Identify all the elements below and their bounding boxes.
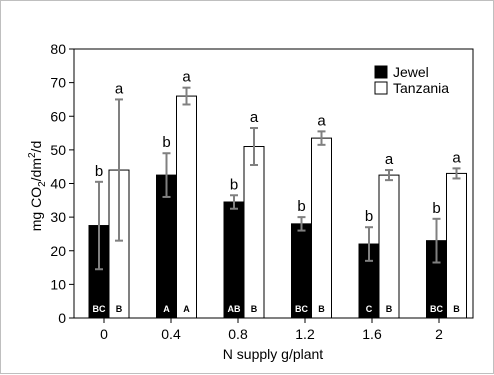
bar-tanzania bbox=[378, 174, 400, 319]
bar-tanzania bbox=[311, 137, 332, 319]
bar-jewel bbox=[223, 201, 245, 319]
legend-label-jewel: Jewel bbox=[393, 64, 429, 80]
legend-label-tanzania: Tanzania bbox=[393, 80, 449, 96]
y-tick-label: 10 bbox=[50, 276, 66, 292]
in-bar-letter: B bbox=[453, 304, 460, 314]
significance-letter: a bbox=[250, 109, 259, 126]
legend-swatch-jewel bbox=[374, 65, 388, 79]
bars: b BC b Ab AB b BC b Cb BC a Ba Aa Ba Ba Ba B bbox=[88, 69, 467, 319]
y-tick-label: 80 bbox=[50, 41, 66, 57]
bar-tanzania bbox=[446, 172, 467, 319]
significance-letter: b bbox=[95, 163, 103, 180]
y-tick-label: 20 bbox=[50, 243, 66, 259]
y-tick-label: 0 bbox=[58, 310, 66, 326]
in-bar-letter: A bbox=[183, 304, 190, 314]
in-bar-letter: A bbox=[163, 304, 170, 314]
y-tick-label: 50 bbox=[50, 142, 66, 158]
in-bar-letter: BC bbox=[295, 304, 308, 314]
significance-letter: a bbox=[115, 80, 124, 97]
x-tick-label: 1.2 bbox=[295, 326, 315, 342]
y-tick-label: 70 bbox=[50, 75, 66, 91]
significance-letter: a bbox=[317, 112, 326, 129]
x-tick-label: 0.4 bbox=[161, 326, 181, 342]
significance-letter: b bbox=[365, 208, 373, 225]
y-tick-label: 30 bbox=[50, 209, 66, 225]
in-bar-letter: BC bbox=[93, 304, 106, 314]
in-bar-letter: B bbox=[116, 304, 123, 314]
y-tick-label: 60 bbox=[50, 108, 66, 124]
significance-letter: a bbox=[182, 69, 191, 86]
significance-letter: a bbox=[385, 151, 394, 168]
in-bar-letter: C bbox=[366, 304, 373, 314]
in-bar-letter: BC bbox=[430, 304, 443, 314]
in-bar-letter: B bbox=[386, 304, 393, 314]
legend: Jewel Tanzania bbox=[374, 64, 449, 96]
x-tick-label: 2 bbox=[435, 326, 443, 342]
bar-tanzania bbox=[176, 95, 197, 319]
significance-letter: b bbox=[297, 198, 305, 215]
significance-letter: b bbox=[230, 176, 238, 193]
axes: 0 10 20 30 40 50 60 70 80 0 0.4 0.8 1.2 1.6 2 bbox=[50, 41, 474, 342]
significance-letter: a bbox=[452, 149, 461, 166]
x-tick-label: 0 bbox=[100, 326, 108, 342]
in-bar-letter: B bbox=[318, 304, 325, 314]
x-axis-title: N supply g/plant bbox=[223, 346, 324, 362]
in-bar-letter: B bbox=[251, 304, 258, 314]
significance-letter: b bbox=[432, 200, 440, 217]
significance-letter: b bbox=[162, 134, 170, 151]
x-tick-label: 1.6 bbox=[362, 326, 382, 342]
legend-swatch-tanzania bbox=[374, 81, 388, 95]
y-tick-label: 40 bbox=[50, 176, 66, 192]
x-tick-label: 0.8 bbox=[228, 326, 248, 342]
y-axis-title: mg CO2/dm2/d bbox=[27, 141, 48, 232]
in-bar-letter: AB bbox=[228, 304, 241, 314]
bar-tanzania bbox=[243, 146, 265, 319]
